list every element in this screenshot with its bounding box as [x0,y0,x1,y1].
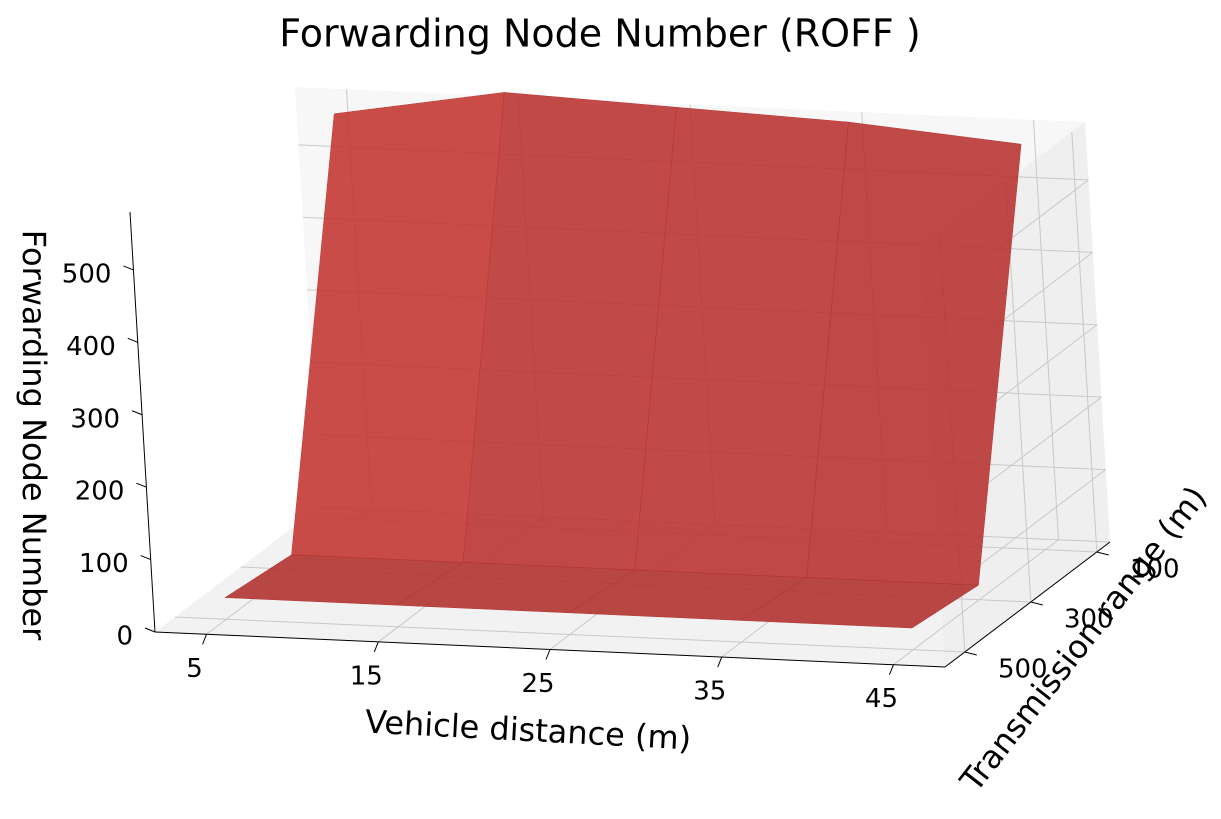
axis-line [944,541,1111,668]
x-tick [545,649,551,660]
x-tick-label: 35 [693,677,726,707]
x-tick [717,656,723,668]
z-tick-label: 200 [75,477,125,507]
y-tick-label: 500 [998,655,1048,685]
z-tick-label: 400 [66,332,116,362]
chart-title: Forwarding Node Number (ROFF ) [279,12,920,56]
grid-line [893,539,1059,666]
z-tick [127,337,138,343]
grid-line [1071,131,1098,553]
surface-cell [739,577,980,629]
x-tick [202,634,207,645]
x-tick-label: 25 [521,669,554,699]
grid-line [174,616,965,653]
y-tick-label: 300 [1064,605,1114,635]
z-tick-label: 100 [79,549,129,579]
y-tick [964,651,977,656]
x-tick-label: 15 [350,661,383,691]
x-tick [889,664,894,675]
z-tick-label: 0 [116,622,133,652]
z-tick [144,627,156,633]
y-tick [1096,551,1109,556]
z-tick [131,410,143,416]
x-tick [373,641,379,653]
z-tick-label: 300 [70,404,120,434]
axis-line [154,631,946,668]
z-tick [140,555,151,561]
axis-line [129,211,156,633]
z-tick [123,265,134,271]
y-tick-label: 100 [1130,555,1180,585]
z-tick [136,482,147,488]
z-tick-label: 500 [62,259,112,289]
grid-line [1032,119,1059,540]
x-axis-label: Vehicle distance (m) [364,702,692,757]
y-tick [1030,601,1043,606]
x-tick-label: 45 [865,684,898,714]
x-tick-label: 5 [186,654,203,684]
z-axis-label: Forwarding Node Number [15,230,53,641]
